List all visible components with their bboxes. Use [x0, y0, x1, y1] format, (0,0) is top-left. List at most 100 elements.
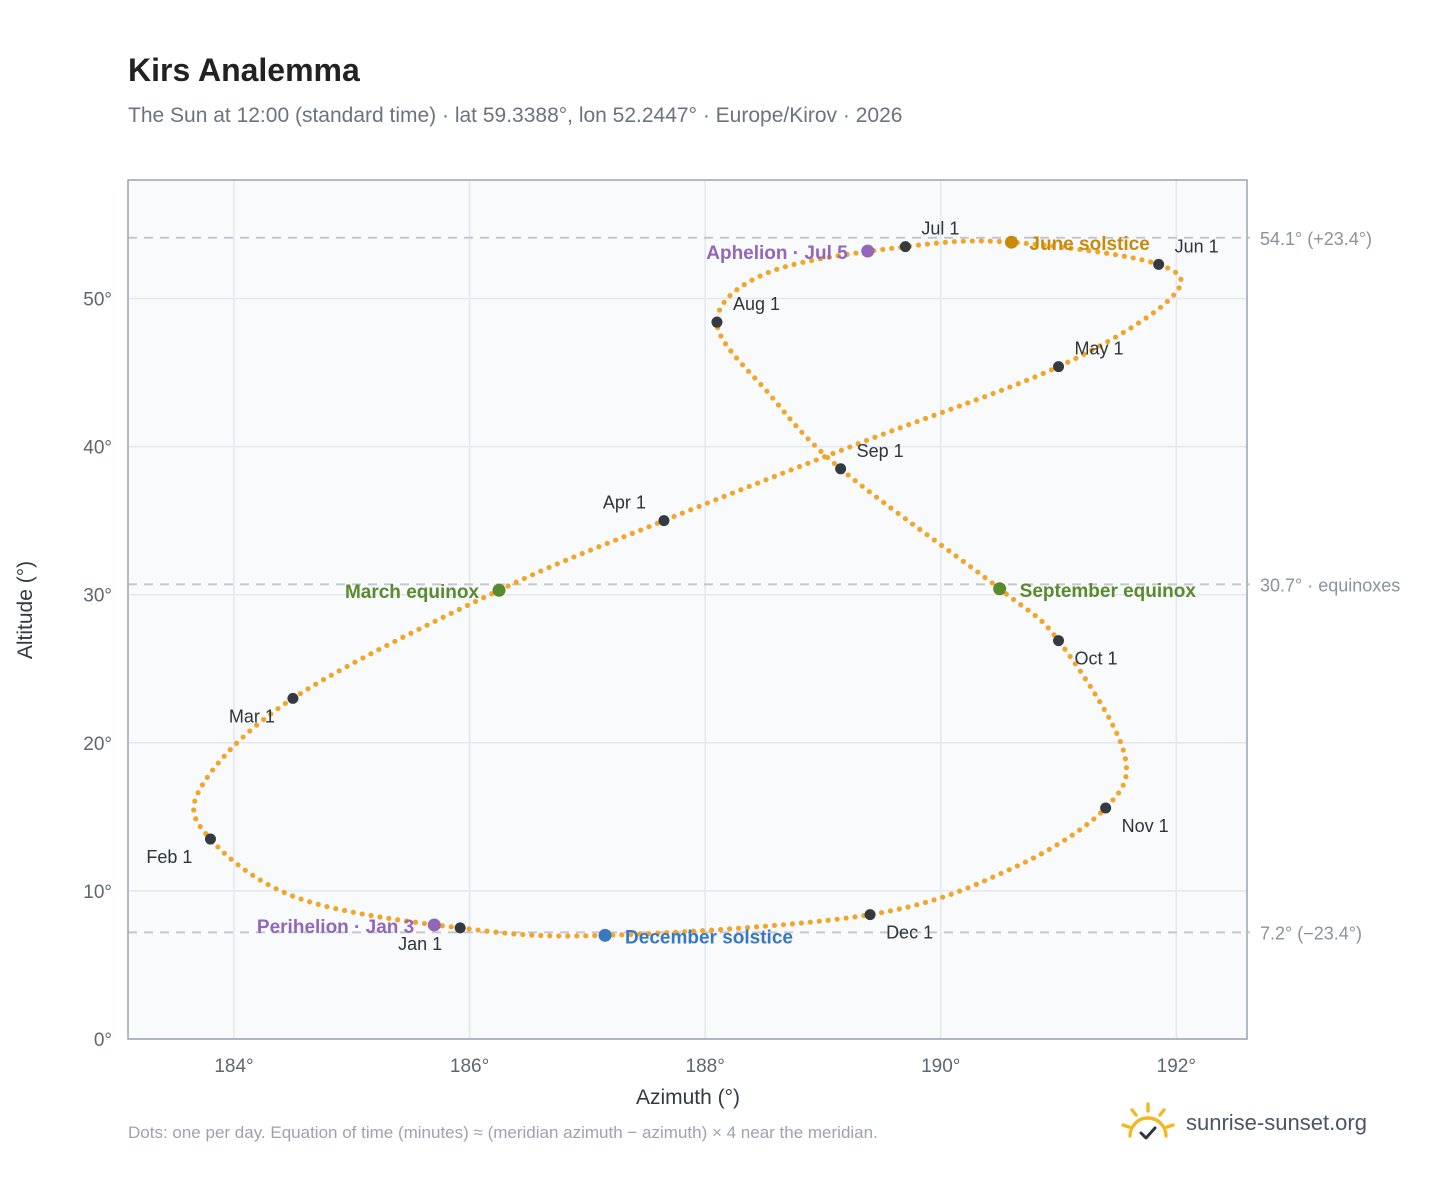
daily-dot [604, 540, 610, 546]
daily-dot [596, 544, 602, 550]
daily-dot [547, 933, 553, 939]
daily-dot [1025, 607, 1031, 613]
x-tick-label: 190° [921, 1056, 960, 1077]
daily-dot [1059, 244, 1065, 250]
daily-dot [638, 527, 644, 533]
daily-dot [873, 494, 880, 500]
daily-dot [257, 877, 263, 883]
daily-dot [1062, 837, 1068, 843]
daily-dot [965, 400, 971, 406]
daily-dot [917, 526, 923, 532]
daily-dot [780, 922, 787, 928]
daily-dot [275, 706, 281, 712]
daily-dot [998, 870, 1004, 877]
daily-dot [268, 711, 274, 717]
daily-dot [1024, 377, 1030, 384]
daily-dot [1032, 612, 1038, 619]
daily-dot [1103, 250, 1110, 256]
daily-dot [948, 406, 954, 412]
daily-dot [826, 254, 832, 260]
daily-dot [897, 425, 903, 431]
daily-dot [796, 464, 803, 470]
daily-dot [922, 415, 929, 422]
reference-line-label: 30.7° · equinoxes [1260, 575, 1400, 595]
daily-dot [847, 444, 853, 450]
daily-dot [969, 238, 975, 244]
daily-dot [333, 906, 339, 912]
daily-dot [254, 722, 260, 728]
daily-dot [233, 740, 240, 746]
daily-dot [960, 558, 966, 564]
month-marker-label: Mar 1 [229, 706, 275, 726]
daily-dot [700, 928, 706, 934]
daily-dot [242, 867, 248, 873]
daily-dot [646, 930, 652, 937]
daily-dot [1048, 367, 1055, 373]
month-marker [454, 922, 466, 934]
daily-dot [1114, 730, 1120, 736]
daily-dot [754, 480, 761, 486]
daily-dot [664, 930, 670, 936]
daily-dot [914, 902, 920, 908]
daily-dot [400, 634, 406, 640]
daily-dot [887, 908, 894, 914]
daily-dot [744, 924, 751, 931]
daily-dot [448, 924, 454, 930]
daily-dot [729, 490, 736, 496]
daily-dot [722, 341, 729, 347]
daily-dot [344, 663, 350, 670]
daily-dot [981, 878, 988, 884]
daily-dot [717, 926, 724, 933]
brand[interactable]: sunrise-sunset.org [1120, 1100, 1367, 1146]
daily-dot [448, 610, 454, 616]
daily-dot [265, 881, 271, 888]
reference-line-label: 7.2° (−23.4°) [1260, 923, 1362, 943]
daily-dot [1007, 384, 1013, 390]
event-marker [993, 582, 1007, 596]
daily-dot [843, 915, 849, 921]
daily-dot [953, 553, 959, 559]
daily-dot [368, 912, 374, 919]
daily-dot [1022, 859, 1029, 865]
daily-dot [282, 700, 288, 707]
daily-dot [1032, 374, 1038, 380]
daily-dot [472, 598, 479, 605]
daily-dot [1068, 245, 1074, 251]
daily-dot [1030, 855, 1037, 861]
daily-dot [989, 580, 995, 586]
daily-dot [825, 917, 831, 923]
daily-dot [341, 907, 348, 914]
daily-dot [799, 429, 805, 435]
reference-line-label: 54.1° (+23.4°) [1260, 229, 1372, 249]
daily-dot [1123, 765, 1130, 771]
daily-dot [359, 911, 365, 917]
daily-dot [888, 505, 894, 511]
month-marker-label: Jul 1 [921, 219, 959, 239]
daily-dot [395, 917, 401, 923]
daily-dot [298, 896, 304, 902]
daily-dot [1010, 596, 1017, 603]
daily-dot [655, 930, 661, 936]
daily-dot [764, 388, 770, 394]
daily-dot [982, 574, 988, 581]
daily-dot [889, 428, 895, 434]
daily-dot [1091, 816, 1097, 822]
daily-dot [931, 412, 937, 418]
month-marker-label: Aug 1 [733, 294, 780, 314]
daily-dot [1164, 298, 1170, 305]
event-label: Perihelion · Jan 3 [257, 917, 414, 938]
daily-dot [844, 251, 850, 257]
daily-dot [352, 659, 358, 665]
daily-dot [990, 390, 996, 397]
daily-dot [933, 240, 939, 246]
month-marker [864, 909, 876, 921]
daily-dot [805, 460, 811, 466]
month-marker [711, 316, 723, 328]
daily-dot [996, 238, 1002, 245]
daily-dot [817, 256, 824, 262]
y-tick-label: 40° [83, 438, 112, 459]
event-marker [1004, 235, 1018, 249]
daily-dot [336, 668, 342, 674]
x-tick-label: 184° [214, 1056, 253, 1077]
daily-dot [571, 554, 577, 560]
